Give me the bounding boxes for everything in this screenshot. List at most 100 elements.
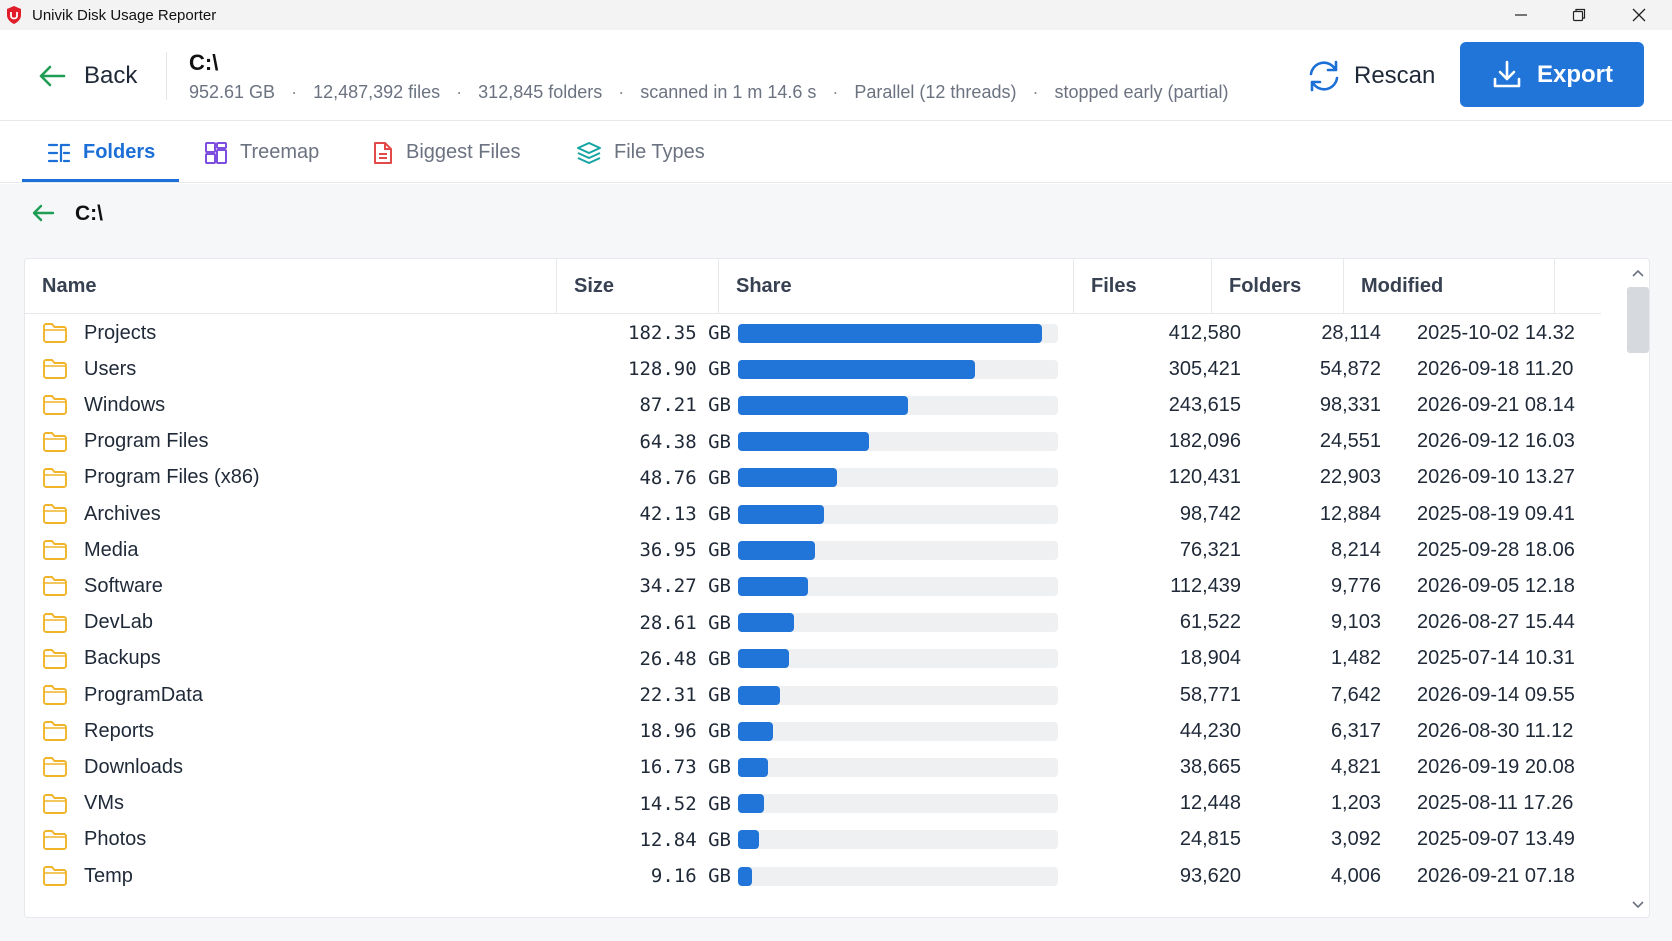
back-button[interactable]: Back [38, 58, 137, 94]
cell-name: DevLab [42, 605, 153, 641]
cell-folders: 9,103 [1330, 611, 1381, 634]
minimize-button[interactable] [1496, 0, 1546, 30]
table-row[interactable]: Backups 26.48 GB 18,904 1,482 2025-07-14 10.… [25, 641, 1601, 677]
scrollbar-thumb[interactable] [1627, 287, 1649, 353]
share-bar-fill [738, 613, 794, 633]
tab-treemap[interactable]: Treemap [204, 122, 319, 183]
stat-status: stopped early (partial) [1054, 82, 1229, 102]
column-header-folders[interactable]: Folders [1212, 259, 1344, 314]
cell-size: 36.95 GB [639, 539, 731, 562]
share-bar-fill [738, 576, 809, 596]
table-row[interactable]: Users 128.90 GB 305,421 54,872 2026-09-18 11… [25, 351, 1601, 387]
share-bar-fill [738, 395, 908, 415]
stat-size: 952.61 GB [189, 82, 276, 102]
download-icon [1493, 60, 1521, 87]
folder-name: DevLab [84, 611, 153, 634]
table-row[interactable]: Software 34.27 GB 112,439 9,776 2026-09-05 1… [25, 568, 1601, 604]
cell-share [738, 822, 1058, 858]
folder-icon [43, 793, 67, 814]
cell-files: 24,815 [1179, 828, 1241, 851]
cell-modified: 2025-09-28 18.06 [1417, 538, 1575, 561]
restore-icon [1572, 8, 1586, 22]
export-button[interactable]: Export [1460, 42, 1644, 107]
column-header-name[interactable]: Name [25, 259, 557, 314]
tab-folders[interactable]: Folders [47, 122, 155, 183]
folder-name: ProgramData [84, 683, 203, 706]
column-header-files[interactable]: Files [1074, 259, 1212, 314]
folder-icon [43, 866, 67, 886]
cell-modified: 2025-08-19 09.41 [1417, 502, 1575, 525]
tab-label: Biggest Files [406, 141, 521, 163]
rescan-button[interactable]: Rescan [1306, 57, 1435, 95]
cell-modified: 2026-09-12 16.03 [1417, 430, 1575, 453]
table-row[interactable]: Windows 87.21 GB 243,615 98,331 2026-09-21 0… [25, 387, 1601, 423]
folder-icon [43, 395, 67, 416]
table-row[interactable]: Program Files (x86) 48.76 GB 120,431 22,903… [25, 460, 1601, 496]
cell-modified: 2025-07-14 10.31 [1417, 647, 1575, 670]
folder-name: Backups [84, 647, 161, 670]
column-header-modified[interactable]: Modified [1344, 259, 1555, 314]
column-header-size[interactable]: Size [557, 259, 719, 314]
share-bar-track [738, 613, 1058, 633]
up-arrow-left-icon[interactable] [30, 202, 56, 224]
cell-modified: 2026-09-21 07.18 [1417, 864, 1575, 887]
folder-name: Media [84, 538, 139, 561]
table-row[interactable]: Downloads 16.73 GB 38,665 4,821 2026-09-19 2… [25, 749, 1601, 785]
cell-size: 128.90 GB [628, 358, 731, 381]
cell-name: Windows [42, 387, 165, 423]
tab-file-types[interactable]: File Types [576, 122, 705, 183]
folder-name: Program Files (x86) [84, 466, 260, 489]
cell-share [738, 532, 1058, 568]
vertical-scrollbar[interactable] [1625, 259, 1649, 917]
cell-files: 412,580 [1168, 321, 1241, 344]
cell-files: 120,431 [1168, 466, 1241, 489]
close-icon [1632, 8, 1646, 22]
share-bar-fill [738, 432, 870, 452]
table-header: Name Size Share Files Folders Modified [25, 259, 1601, 314]
cell-modified: 2025-08-11 17.26 [1417, 792, 1574, 815]
table-row[interactable]: Projects 182.35 GB 412,580 28,114 2025-10-02… [25, 315, 1601, 351]
scroll-up-icon[interactable] [1629, 265, 1647, 283]
share-bar-fill [738, 757, 769, 777]
share-bar-track [738, 540, 1058, 560]
share-bar-track [738, 432, 1058, 452]
share-bar-fill [738, 830, 759, 850]
cell-name: Temp [42, 858, 133, 894]
cell-files: 58,771 [1179, 683, 1241, 706]
back-label: Back [84, 62, 138, 89]
cell-size: 18.96 GB [639, 720, 731, 743]
cell-files: 76,321 [1179, 538, 1241, 561]
cell-folders: 24,551 [1319, 430, 1381, 453]
scroll-down-icon[interactable] [1629, 895, 1647, 913]
table-row[interactable]: Archives 42.13 GB 98,742 12,884 2025-08-19 0… [25, 496, 1601, 532]
cell-files: 93,620 [1179, 864, 1241, 887]
table-row[interactable]: Reports 18.96 GB 44,230 6,317 2026-08-30 11.… [25, 713, 1601, 749]
cell-modified: 2025-10-02 14.32 [1417, 321, 1575, 344]
share-bar-track [738, 649, 1058, 669]
table-row[interactable]: Photos 12.84 GB 24,815 3,092 2025-09-07 13.4… [25, 822, 1601, 858]
share-bar-fill [738, 540, 815, 560]
tab-label: Treemap [240, 141, 320, 163]
table-row[interactable]: Media 36.95 GB 76,321 8,214 2025-09-28 18.06 [25, 532, 1601, 568]
folder-name: Archives [84, 502, 161, 525]
table-row[interactable]: ProgramData 22.31 GB 58,771 7,642 2026-09-14… [25, 677, 1601, 713]
share-bar-fill [738, 794, 764, 814]
table-row[interactable]: Temp 9.16 GB 93,620 4,006 2026-09-21 07.18 [25, 858, 1601, 894]
column-header-share[interactable]: Share [719, 259, 1074, 314]
table-row[interactable]: VMs 14.52 GB 12,448 1,203 2025-08-11 17.26 [25, 786, 1601, 822]
share-bar-track [738, 395, 1058, 415]
cell-name: Projects [42, 315, 156, 351]
folder-name: Program Files [84, 430, 209, 453]
share-bar-track [738, 721, 1058, 741]
restore-button[interactable] [1554, 0, 1604, 30]
table-row[interactable]: Program Files 64.38 GB 182,096 24,551 2026-0… [25, 424, 1601, 460]
folder-icon [43, 504, 67, 524]
cell-name: Program Files (x86) [42, 460, 260, 496]
close-button[interactable] [1614, 0, 1664, 30]
arrow-left-icon [39, 65, 66, 87]
stat-folders: 312,845 folders [478, 82, 603, 102]
table-row[interactable]: DevLab 28.61 GB 61,522 9,103 2026-08-27 15.4… [25, 605, 1601, 641]
cell-name: Media [42, 532, 138, 568]
tab-biggest-files[interactable]: Biggest Files [372, 122, 521, 183]
cell-share [738, 749, 1058, 785]
